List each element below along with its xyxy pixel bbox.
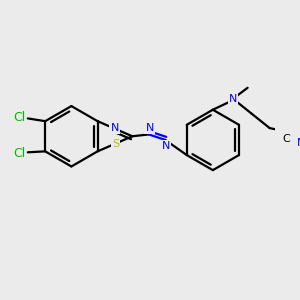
Text: N: N: [229, 94, 237, 104]
Text: N: N: [110, 123, 119, 133]
Text: S: S: [112, 139, 119, 148]
Text: C: C: [282, 134, 290, 144]
Text: N: N: [296, 138, 300, 148]
Text: N: N: [162, 141, 170, 151]
Text: Cl: Cl: [14, 111, 26, 124]
Text: Cl: Cl: [14, 147, 26, 160]
Text: N: N: [146, 123, 154, 133]
